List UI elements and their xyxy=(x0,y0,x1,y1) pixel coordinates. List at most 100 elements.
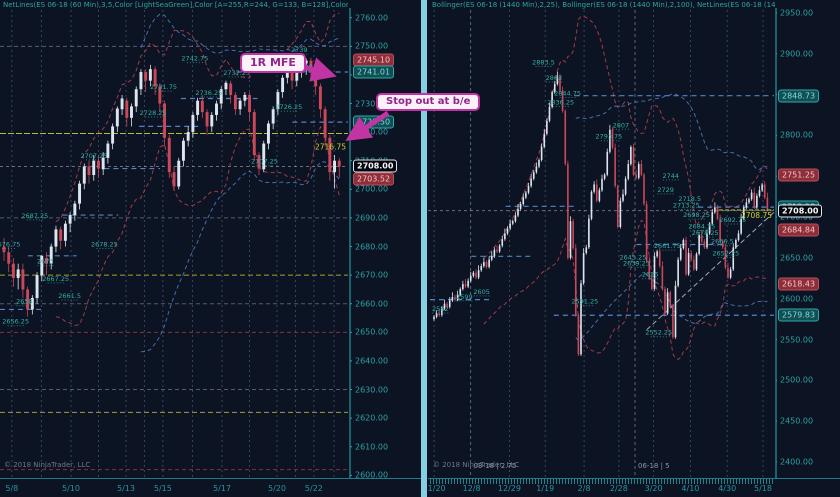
candle-body xyxy=(761,184,763,191)
left-chart-indicator-header: NetLines(ES 06-18 (60 Min),3,5,Color [Li… xyxy=(3,1,348,9)
swing-price-label: 2807 xyxy=(613,121,630,129)
candle-body xyxy=(553,84,556,93)
candle-body xyxy=(574,248,577,316)
candle-body xyxy=(125,100,129,118)
candle-body xyxy=(2,246,6,253)
candle-body xyxy=(314,72,318,87)
candle-body xyxy=(475,272,477,278)
swing-price-label: 2713.25 xyxy=(673,201,700,209)
price-tick-label: 2600.00 xyxy=(780,294,814,304)
left-chart-canvas[interactable]: 2676.75 2687.25 2658 2656.25 2673 2667.25 2661… xyxy=(0,0,352,478)
candle-body xyxy=(522,197,525,205)
candle-body xyxy=(459,288,462,295)
candle-body xyxy=(543,133,546,147)
candle-body xyxy=(632,146,635,175)
candle-body xyxy=(630,146,632,165)
candle-body xyxy=(35,275,39,298)
candle-body xyxy=(577,315,580,355)
right-time-axis[interactable]: 11/20 12/8 12/29 1/19 2/8 2/28 3/20 4/10 4/30 5/1… xyxy=(423,478,840,497)
date-tick-label: 5/15 xyxy=(153,484,172,493)
date-tick-label: 5/22 xyxy=(304,484,323,493)
candle-body xyxy=(328,137,332,173)
candle-body xyxy=(737,233,740,240)
candle-body xyxy=(153,69,157,87)
candle-body xyxy=(167,137,171,173)
candle-body xyxy=(262,143,266,170)
candle-body xyxy=(603,174,606,179)
candle-body xyxy=(727,267,729,278)
candle-body xyxy=(229,83,233,95)
date-tick-label: 5/8 xyxy=(5,484,19,493)
swing-price-label: 2687.25 xyxy=(21,212,48,220)
swing-price-label: 2661.5 xyxy=(58,292,81,300)
price-tick-label: 2750.00 xyxy=(355,41,389,51)
swing-price-label: 2676.75 xyxy=(0,241,20,249)
candle-body xyxy=(637,164,640,178)
swing-price-label: 2737.25 xyxy=(223,69,250,77)
swing-price-label: 2667.25 xyxy=(42,275,69,283)
candle-body xyxy=(490,256,493,260)
swing-price-label: 2591.25 xyxy=(571,298,598,306)
candle-body xyxy=(120,98,124,110)
annotation-stop-out[interactable]: Stop out at b/e xyxy=(376,93,481,111)
swing-price-label: 2656.25 xyxy=(2,318,29,326)
date-tick-label: 5/13 xyxy=(116,484,135,493)
candle-body xyxy=(493,249,496,257)
price-tick-label: 2650.00 xyxy=(355,327,389,337)
candle-body xyxy=(266,123,270,144)
candle-body xyxy=(73,203,77,216)
price-tick-label: 2500.00 xyxy=(780,375,814,385)
candle-body xyxy=(323,109,327,138)
candle-body xyxy=(763,184,766,198)
right-chart-canvas[interactable]: 03-18 | 2.75 06-18 | 52883.528632844.7528… xyxy=(428,0,777,478)
candle-body xyxy=(753,192,756,208)
candle-body xyxy=(766,197,769,210)
annotation-1r-mfe[interactable]: 1R MFE xyxy=(240,53,306,73)
entry-price-text: 2708.75 xyxy=(741,211,772,220)
right-price-axis[interactable]: 2950.002900.002850.002800.002750.002700.… xyxy=(777,0,840,478)
candle-body xyxy=(666,292,669,314)
candle-body xyxy=(535,166,538,173)
candle-body xyxy=(443,303,446,309)
price-tick-label: 2400.00 xyxy=(780,457,814,467)
right-chart-indicator-header: Bollinger(ES 06-18 (1440 Min),2,25), Bol… xyxy=(432,1,775,9)
candle-body xyxy=(567,164,569,258)
candle-body xyxy=(619,200,622,227)
left-time-axis[interactable]: 5/8 5/10 5/13 5/15 5/17 5/20 5/22 xyxy=(0,478,421,497)
swing-price-label: 2729 xyxy=(657,186,674,194)
candle-body xyxy=(63,223,67,241)
candle-body xyxy=(45,257,48,264)
candle-body xyxy=(569,221,572,258)
candle-body xyxy=(210,114,214,127)
candle-body xyxy=(658,251,661,267)
bollinger-upper-band xyxy=(140,13,340,54)
candle-body xyxy=(467,280,469,287)
price-tick-label: 2800.00 xyxy=(780,130,814,140)
price-tick-label: 2650.00 xyxy=(780,253,814,263)
candle-body xyxy=(750,192,753,200)
swing-price-label: 2661.75 xyxy=(654,242,681,250)
candle-body xyxy=(643,174,645,205)
candle-body xyxy=(106,143,110,158)
candle-body xyxy=(703,241,706,248)
candle-body xyxy=(598,190,601,201)
left-price-axis[interactable]: 2760.002750.002740.002730.002720.002710.… xyxy=(352,0,420,480)
date-tick-label: 5/20 xyxy=(268,484,286,493)
candle-body xyxy=(679,248,682,260)
candle-body xyxy=(527,186,530,193)
entry-price-text: 2716.75 xyxy=(315,142,346,151)
price-marker-teal: 2579.83 xyxy=(778,308,820,322)
swing-price-label: 2883.5 xyxy=(532,58,555,66)
swing-price-label: 2742.75 xyxy=(181,55,208,63)
candle-body xyxy=(276,92,280,110)
candle-body xyxy=(614,147,616,187)
candle-body xyxy=(40,255,44,276)
contract-roll-label: 06-18 | 5 xyxy=(638,462,670,470)
candle-body xyxy=(645,204,648,262)
candle-body xyxy=(551,92,553,107)
panel-splitter[interactable] xyxy=(421,0,427,497)
swing-price-label: 2639.25 xyxy=(623,259,650,267)
candle-body xyxy=(511,221,514,224)
date-tick-label: 4/10 xyxy=(681,484,700,493)
candle-body xyxy=(706,233,708,248)
